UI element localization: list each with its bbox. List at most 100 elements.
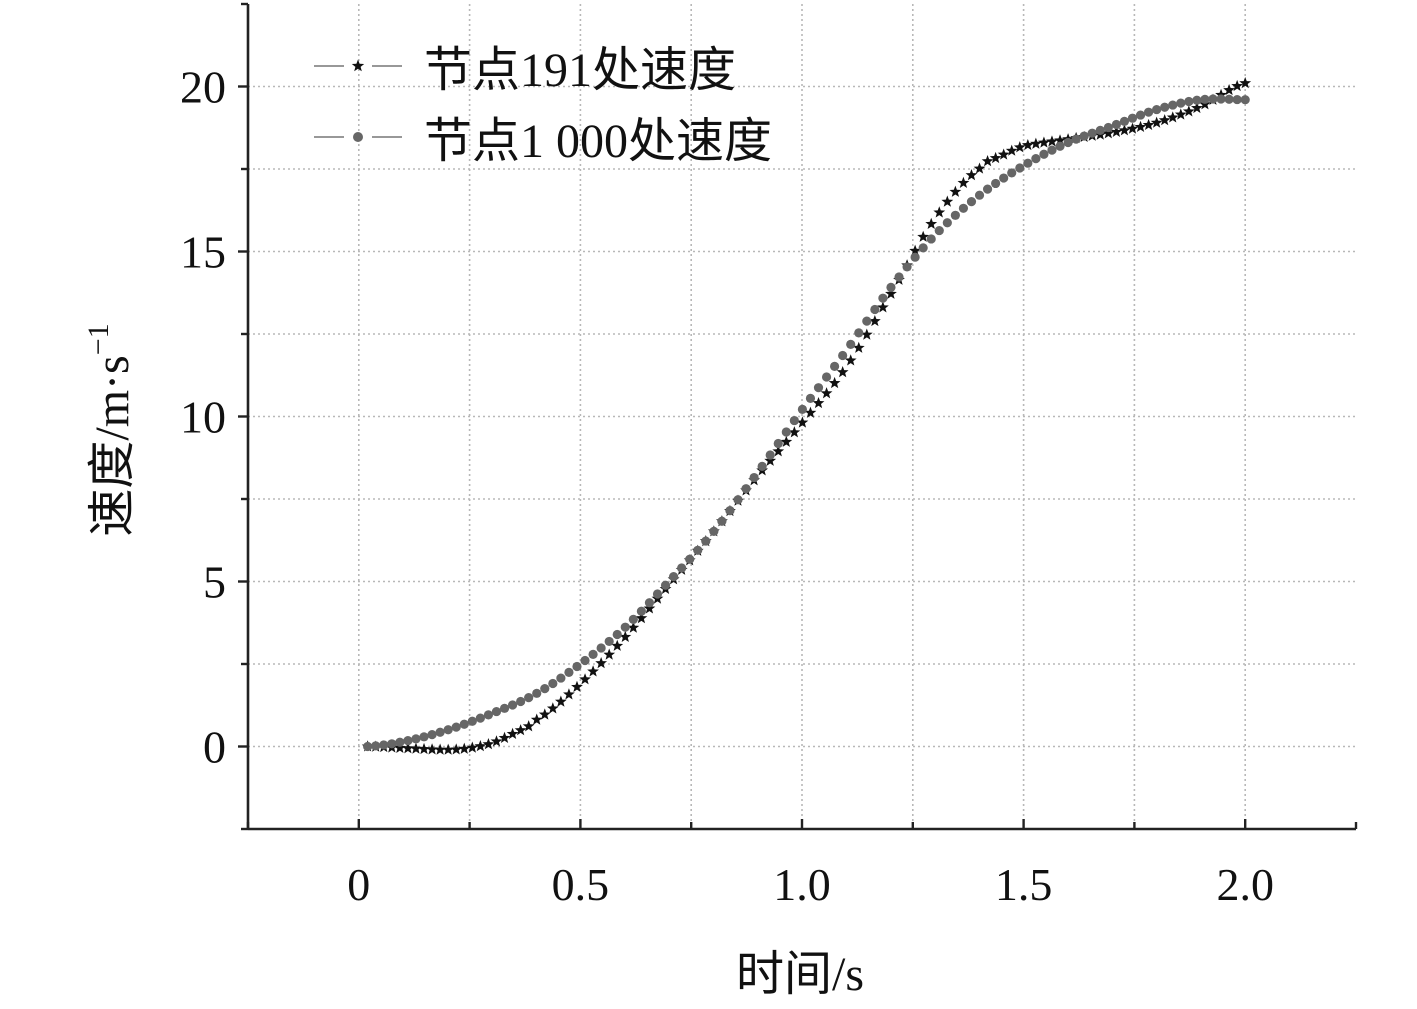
x-tick-label: 1.0	[773, 859, 831, 910]
data-point-star	[836, 366, 849, 378]
data-point-star	[522, 720, 535, 732]
data-point-circle	[781, 427, 791, 437]
data-point-circle	[1119, 116, 1130, 126]
data-point-star	[828, 376, 841, 389]
data-point-circle	[387, 739, 397, 749]
data-point-circle	[1087, 128, 1097, 138]
data-point-circle	[894, 272, 904, 282]
data-point-star	[796, 416, 809, 428]
data-point-circle	[878, 293, 888, 303]
data-point-star	[925, 217, 938, 229]
data-point-circle	[805, 393, 816, 404]
data-point-star	[603, 648, 616, 660]
data-point-circle	[379, 740, 389, 750]
data-point-circle	[532, 688, 542, 698]
data-point-circle	[757, 461, 767, 471]
data-point-star	[933, 206, 946, 218]
data-point-star	[1215, 88, 1227, 100]
data-point-circle	[1103, 122, 1113, 133]
data-point-star	[595, 657, 608, 669]
y-tick-label: 15	[180, 227, 226, 278]
data-point-circle	[982, 184, 993, 194]
data-point-star	[788, 426, 801, 438]
data-point-circle	[974, 190, 985, 200]
data-point-star	[1239, 77, 1252, 89]
data-point-circle	[1055, 141, 1065, 151]
data-point-circle	[854, 328, 864, 338]
data-point-circle	[821, 372, 832, 382]
data-point-circle	[419, 732, 429, 742]
data-point-circle	[830, 361, 840, 371]
data-point-star	[780, 435, 793, 447]
data-point-star	[1126, 122, 1139, 134]
data-point-star	[804, 406, 817, 418]
y-axis-title: 速度/m·s	[86, 355, 139, 536]
data-point-star	[981, 155, 994, 167]
data-point-star	[1231, 79, 1244, 92]
data-point-circle	[564, 667, 574, 677]
data-point-circle	[709, 526, 719, 536]
x-tick-label: 2.0	[1216, 859, 1274, 910]
data-point-circle	[1111, 119, 1121, 130]
data-point-circle	[902, 262, 912, 272]
y-tick-label: 20	[180, 62, 226, 113]
data-point-star	[885, 287, 897, 299]
data-point-star	[563, 688, 575, 700]
data-point-star	[571, 680, 583, 692]
data-point-circle	[636, 606, 646, 616]
series-1	[361, 77, 1252, 755]
data-point-circle	[1143, 107, 1154, 117]
legend-entry-2: 节点1 000处速度	[314, 115, 772, 168]
data-point-circle	[918, 243, 928, 253]
data-point-circle	[540, 683, 550, 694]
data-point-star	[393, 741, 406, 754]
data-point-circle	[427, 730, 437, 740]
data-point-circle	[693, 545, 703, 555]
data-point-circle	[467, 716, 477, 726]
data-point-circle	[1184, 96, 1194, 107]
data-point-star	[498, 731, 511, 743]
data-point-circle	[459, 719, 469, 729]
data-point-star	[530, 713, 543, 725]
data-point-circle	[1160, 102, 1170, 112]
data-point-circle	[411, 734, 421, 744]
y-axis-title-superscript: −1	[82, 323, 115, 355]
data-point-star	[1013, 141, 1026, 153]
data-point-star	[1021, 138, 1034, 151]
data-point-star	[482, 738, 495, 750]
data-point-star	[764, 454, 777, 466]
data-point-circle	[644, 598, 655, 608]
data-point-circle	[475, 713, 485, 723]
data-point-star	[434, 743, 447, 755]
data-point-circle	[838, 350, 848, 361]
data-point-circle	[660, 580, 671, 590]
data-point-circle	[491, 706, 502, 717]
data-point-star	[1054, 134, 1066, 146]
data-point-star	[418, 742, 430, 755]
data-point-circle	[886, 282, 896, 292]
data-point-star	[997, 148, 1010, 160]
data-point-circle	[926, 234, 936, 244]
data-point-circle	[652, 589, 663, 599]
data-point-star	[546, 702, 559, 714]
data-point-circle	[725, 506, 735, 516]
y-axis-title-group: 速度/m·s−1	[82, 323, 139, 536]
data-point-star	[1182, 105, 1195, 117]
data-point-star	[860, 328, 873, 340]
data-point-star	[1158, 114, 1171, 126]
data-point-circle	[596, 643, 606, 653]
svg-text:速度/m·s−1: 速度/m·s−1	[82, 323, 139, 536]
data-point-star	[442, 743, 455, 755]
data-point-star	[587, 665, 599, 677]
data-point-star	[772, 445, 785, 457]
data-point-circle	[1176, 98, 1186, 108]
data-point-star	[1118, 124, 1131, 136]
data-point-circle	[733, 495, 743, 505]
data-point-star	[844, 354, 857, 366]
data-point-star	[619, 630, 632, 642]
data-point-circle	[942, 218, 952, 228]
data-point-star	[635, 612, 648, 624]
data-point-circle	[572, 661, 582, 672]
data-point-circle	[499, 703, 510, 713]
